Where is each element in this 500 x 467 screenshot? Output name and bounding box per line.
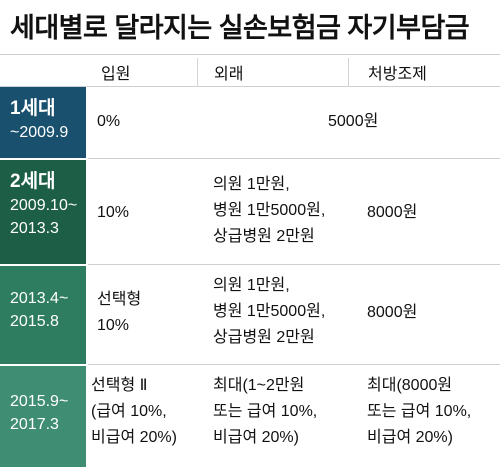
header-top-rule (0, 54, 500, 55)
generation-2c-inpatient-line-1: 선택형 Ⅱ (91, 377, 148, 394)
generation-1-inpatient-text: 0% (97, 113, 121, 130)
generation-2c-prescription: 최대(8000원 또는 급여 10%, 비급여 20%) (367, 373, 471, 451)
generation-2-inpatient: 10% (97, 200, 129, 226)
generation-2b-prescription: 8000원 (367, 300, 417, 326)
generation-2-outpatient: 의원 1만원, 병원 1만5000원, 상급병원 2만원 (213, 172, 325, 250)
generation-2-label: 2세대 2009.10~ 2013.3 (0, 160, 86, 264)
generation-1-inpatient: 0% (97, 109, 120, 135)
generation-2-period-line-2: 2013.3 (10, 220, 59, 237)
generation-2b-period-line-1: 2013.4~ (10, 290, 69, 307)
generation-2c-outpatient-line-1: 최대(1~2만원 (213, 377, 305, 394)
generation-2b-inpatient-line-2: 10% (97, 317, 130, 334)
generation-1-label: 1세대 ~2009.9 (0, 87, 86, 158)
generation-2c-outpatient-line-2: 또는 급여 10%, (213, 403, 318, 420)
generation-2-period-line-1: 2009.10~ (10, 197, 78, 214)
generation-2-outpatient-line-2: 병원 1만5000원, (213, 202, 326, 219)
generation-2c-period-line-1: 2015.9~ (10, 393, 69, 410)
generation-2b-outpatient-line-1: 의원 1만원, (213, 277, 290, 294)
generation-2c-inpatient-line-3: 비급여 20%) (91, 429, 177, 446)
generation-2-outpatient-line-1: 의원 1만원, (213, 176, 290, 193)
header-separator (348, 58, 349, 86)
column-header-inpatient: 입원 (101, 66, 131, 83)
row-divider (88, 264, 500, 265)
generation-2b-inpatient: 선택형 10% (97, 287, 141, 339)
row-divider (88, 364, 500, 365)
table-header: 입원 외래 처방조제 (0, 58, 500, 86)
generation-2b-prescription-text: 8000원 (367, 304, 418, 321)
generation-2c-inpatient-line-2: (급여 10%, (91, 403, 167, 420)
header-separator (197, 58, 198, 86)
generation-2c-prescription-line-1: 최대(8000원 (367, 377, 453, 394)
generation-2b-inpatient-line-1: 선택형 (97, 291, 142, 308)
row-divider (88, 158, 500, 159)
generation-2c-prescription-line-2: 또는 급여 10%, (367, 403, 472, 420)
header-bottom-rule (0, 86, 500, 87)
generation-2c-outpatient: 최대(1~2만원 또는 급여 10%, 비급여 20%) (213, 373, 317, 451)
column-header-outpatient: 외래 (214, 66, 244, 83)
generation-2c-outpatient-line-3: 비급여 20%) (213, 429, 299, 446)
generation-2c-label: 2015.9~ 2017.3 (0, 366, 86, 467)
generation-1-merged-text: 5000원 (328, 113, 379, 130)
generation-2-prescription: 8000원 (367, 200, 417, 226)
generation-2b-period-line-2: 2015.8 (10, 313, 59, 330)
generation-2b-outpatient-line-3: 상급병원 2만원 (213, 329, 315, 346)
generation-1-period: ~2009.9 (10, 124, 69, 141)
generation-2b-outpatient: 의원 1만원, 병원 1만5000원, 상급병원 2만원 (213, 273, 325, 351)
generation-1-name: 1세대 (10, 98, 56, 119)
generation-2b-label: 2013.4~ 2015.8 (0, 266, 86, 364)
generation-2c-prescription-line-3: 비급여 20%) (367, 429, 453, 446)
generation-2c-inpatient: 선택형 Ⅱ (급여 10%, 비급여 20%) (91, 373, 177, 451)
generation-1-outpatient-prescription: 5000원 (328, 109, 378, 135)
column-header-prescription: 처방조제 (368, 66, 427, 83)
generation-2c-period-line-2: 2017.3 (10, 416, 59, 433)
page-title: 세대별로 달라지는 실손보험금 자기부담금 (10, 13, 470, 43)
generation-2-inpatient-text: 10% (97, 204, 130, 221)
generation-2-outpatient-line-3: 상급병원 2만원 (213, 228, 315, 245)
generation-2-prescription-text: 8000원 (367, 204, 418, 221)
generation-2-name: 2세대 (10, 171, 56, 192)
generation-2b-outpatient-line-2: 병원 1만5000원, (213, 303, 326, 320)
